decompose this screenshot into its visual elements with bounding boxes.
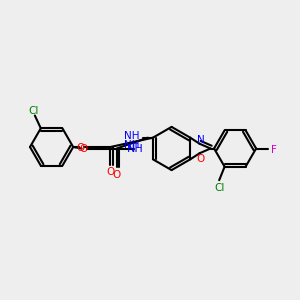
Text: F: F xyxy=(271,145,277,154)
Text: O: O xyxy=(196,154,205,164)
Text: NH: NH xyxy=(124,131,140,141)
Text: O: O xyxy=(76,143,85,153)
Text: Cl: Cl xyxy=(214,183,224,193)
Text: O: O xyxy=(106,167,115,177)
Text: Cl: Cl xyxy=(28,106,38,116)
Text: NH: NH xyxy=(127,145,144,154)
Text: NH: NH xyxy=(124,140,140,150)
Text: O: O xyxy=(80,145,88,154)
Text: O: O xyxy=(112,170,121,180)
Text: N: N xyxy=(197,135,205,145)
